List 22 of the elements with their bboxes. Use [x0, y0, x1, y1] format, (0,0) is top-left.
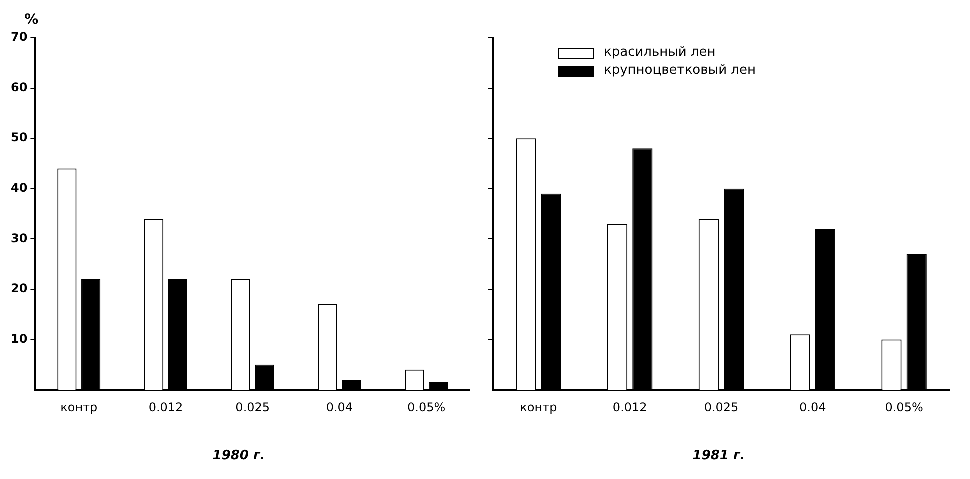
y-axis-title: %	[24, 12, 39, 28]
x-tick-label: 0.05%	[885, 400, 924, 414]
y-tick-label: 40	[10, 180, 28, 195]
x-tick-label: 0.04	[326, 400, 354, 414]
x-tick-label: контр	[520, 400, 558, 414]
x-tick-label: 0.025	[236, 400, 270, 414]
x-tick-label: 0.012	[148, 400, 184, 414]
text: 1981 г.	[692, 448, 746, 464]
x-tick-label: 0.04	[800, 400, 826, 414]
legend-label: красильный лен	[604, 44, 716, 62]
x-tick-label: контр	[60, 400, 98, 414]
y-tick-label: 10	[10, 332, 28, 346]
y-tick-label: 70	[10, 30, 28, 44]
text: 1980 г.	[212, 448, 266, 464]
x-tick-label: 0.012	[612, 400, 648, 414]
y-tick-label: 60	[10, 80, 28, 94]
x-tick-label: 0.025	[704, 400, 739, 414]
y-tick-label: 20	[10, 282, 28, 296]
y-tick-label: 50	[10, 130, 28, 145]
x-tick-label: 0.05%	[408, 400, 446, 414]
legend-label: крупноцветковый лен	[604, 62, 756, 80]
y-tick-label: 30	[10, 231, 28, 246]
